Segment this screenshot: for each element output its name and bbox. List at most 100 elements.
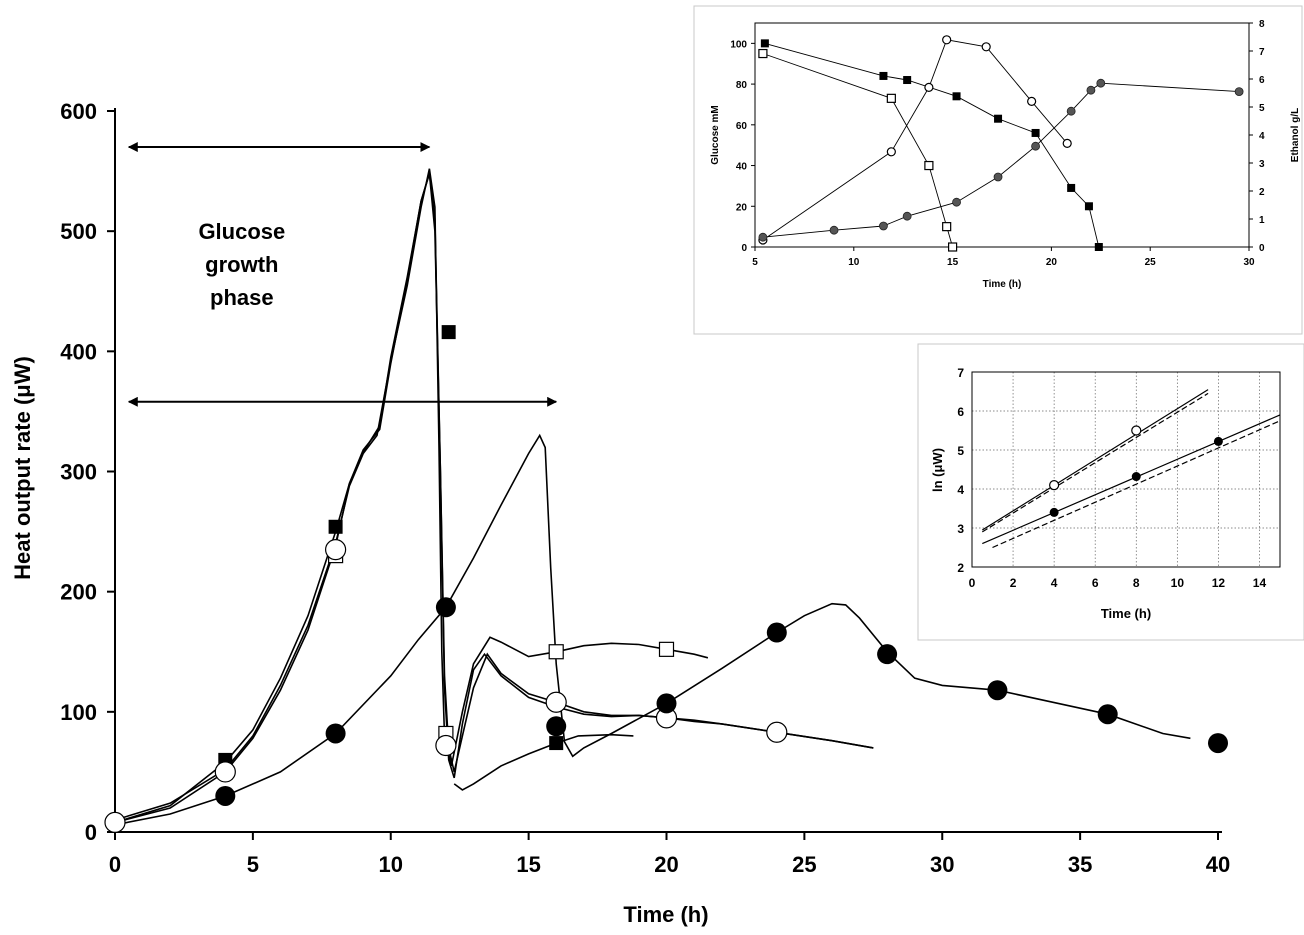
inset1-x-tick-label: 5 bbox=[752, 257, 758, 268]
main-data-point-open-circle bbox=[766, 721, 788, 743]
inset2-x-tick-label: 8 bbox=[1133, 576, 1140, 590]
inset1-data-point-filled-circle bbox=[829, 225, 839, 235]
inset1-data-point-filled-circle bbox=[993, 172, 1003, 182]
inset2-data-point-filled-circle bbox=[1131, 472, 1141, 482]
main-data-point-filled-circle bbox=[766, 622, 787, 643]
inset1-y-tick-label: 80 bbox=[736, 80, 748, 91]
main-data-point-filled-circle bbox=[215, 785, 236, 806]
inset1-y2-axis-label: Ethanol g/L bbox=[1290, 108, 1301, 162]
inset1-data-point-open-square bbox=[758, 48, 768, 59]
main-data-point-filled-circle bbox=[1097, 704, 1118, 725]
inset1-data-point-filled-circle bbox=[1066, 106, 1076, 116]
inset1-data-point-open-square bbox=[924, 160, 934, 171]
glucose-phase-annotation: growth bbox=[205, 252, 278, 277]
main-series-line bbox=[114, 168, 709, 821]
main-data-point-open-circle bbox=[104, 811, 126, 833]
inset1-y2-tick-label: 8 bbox=[1259, 19, 1265, 30]
main-x-tick-label: 10 bbox=[379, 852, 403, 877]
inset1-data-point-filled-square bbox=[1067, 183, 1076, 192]
inset1-data-point-filled-circle bbox=[1031, 141, 1040, 151]
main-x-tick-label: 35 bbox=[1068, 852, 1092, 877]
main-data-point-filled-square bbox=[328, 519, 343, 534]
inset1-data-point-open-circle bbox=[886, 147, 896, 157]
main-data-point-filled-circle bbox=[325, 723, 346, 744]
main-x-tick-label: 0 bbox=[109, 852, 121, 877]
main-data-point-filled-circle bbox=[656, 693, 677, 714]
glucose-phase-annotation: Glucose bbox=[198, 219, 285, 244]
inset1-y-tick-label: 0 bbox=[741, 243, 747, 254]
inset1-data-point-open-circle bbox=[942, 35, 952, 45]
main-y-tick-label: 600 bbox=[60, 99, 97, 124]
inset2-data-point-filled-circle bbox=[1049, 507, 1059, 517]
inset2-fit-line bbox=[982, 414, 1281, 545]
inset2-frame bbox=[917, 343, 1304, 641]
main-data-point-filled-circle bbox=[435, 597, 456, 618]
inset1-x-tick-label: 25 bbox=[1145, 257, 1157, 268]
inset2-y-tick-label: 5 bbox=[957, 444, 964, 458]
main-x-tick-label: 15 bbox=[516, 852, 540, 877]
main-data-point-open-circle bbox=[214, 761, 236, 783]
main-series-line bbox=[453, 733, 634, 791]
inset1-data-point-filled-circle bbox=[902, 211, 912, 221]
inset1-data-point-filled-circle bbox=[879, 221, 888, 231]
main-data-point-open-circle bbox=[545, 691, 567, 713]
inset1-data-point-open-circle bbox=[924, 82, 934, 93]
main-data-point-filled-circle bbox=[546, 716, 567, 737]
main-y-axis-label: Heat output rate (μW) bbox=[10, 356, 35, 580]
inset1-data-point-filled-square bbox=[952, 92, 961, 101]
inset1-y2-tick-label: 3 bbox=[1259, 159, 1265, 170]
main-series-line bbox=[114, 433, 1191, 826]
inset2-x-tick-label: 2 bbox=[1010, 576, 1017, 590]
inset2-y-axis-label: ln (μW) bbox=[930, 448, 945, 492]
main-y-tick-label: 0 bbox=[85, 820, 97, 845]
inset1-x-tick-label: 15 bbox=[947, 257, 959, 268]
inset1-data-point-filled-circle bbox=[1086, 85, 1096, 95]
inset1-data-point-filled-square bbox=[879, 71, 888, 80]
inset1-y2-tick-label: 2 bbox=[1259, 187, 1265, 198]
main-data-point-filled-circle bbox=[987, 680, 1008, 701]
inset2-fit-line bbox=[981, 389, 1209, 531]
main-data-point-open-square bbox=[658, 641, 675, 657]
main-y-tick-label: 500 bbox=[60, 219, 97, 244]
inset2-data-point-open-circle bbox=[1049, 480, 1060, 491]
inset1-y2-tick-label: 4 bbox=[1259, 131, 1265, 142]
main-y-tick-label: 200 bbox=[60, 580, 97, 605]
inset2-y-tick-label: 7 bbox=[957, 366, 964, 380]
inset1-data-point-filled-circle bbox=[758, 232, 768, 242]
main-x-tick-label: 40 bbox=[1206, 852, 1230, 877]
inset2-y-tick-label: 6 bbox=[957, 405, 964, 419]
inset1-data-point-filled-square bbox=[1031, 128, 1040, 137]
inset1-y2-tick-label: 0 bbox=[1259, 243, 1265, 254]
inset1-x-tick-label: 10 bbox=[848, 257, 860, 268]
inset1-data-point-filled-circle bbox=[1234, 87, 1244, 96]
main-data-point-open-circle bbox=[325, 539, 347, 561]
main-series-line bbox=[114, 173, 874, 824]
main-x-tick-label: 25 bbox=[792, 852, 816, 877]
inset2-x-tick-label: 14 bbox=[1253, 576, 1267, 590]
inset1-data-point-filled-circle bbox=[1096, 78, 1106, 88]
inset2-y-tick-label: 2 bbox=[957, 561, 964, 575]
main-y-tick-label: 300 bbox=[60, 460, 97, 485]
inset1-y2-tick-label: 6 bbox=[1259, 75, 1265, 86]
inset1-data-point-filled-square bbox=[760, 39, 769, 48]
inset1-x-tick-label: 20 bbox=[1046, 257, 1058, 268]
inset2-x-tick-label: 6 bbox=[1092, 576, 1099, 590]
inset1-data-point-filled-square bbox=[903, 76, 912, 85]
inset1-x-axis-label: Time (h) bbox=[983, 279, 1022, 290]
inset1-y2-tick-label: 7 bbox=[1259, 47, 1265, 58]
inset2-y-tick-label: 4 bbox=[957, 483, 964, 497]
inset1-data-point-filled-circle bbox=[952, 197, 961, 207]
main-data-point-filled-square bbox=[549, 736, 564, 751]
inset-glucose-ethanol-chart: 5 10 15 20 25 30 0 20 40 60 80 100 0 1 2 3 4 5 6 7 8 Time (h… bbox=[693, 5, 1303, 335]
inset2-data-point-open-circle bbox=[1131, 425, 1142, 436]
inset1-data-point-filled-square bbox=[994, 114, 1003, 123]
main-data-point-filled-circle bbox=[877, 644, 898, 665]
inset1-data-point-open-square bbox=[942, 222, 952, 232]
inset2-x-axis-label: Time (h) bbox=[1101, 606, 1151, 621]
main-x-tick-label: 5 bbox=[247, 852, 259, 877]
main-x-tick-label: 30 bbox=[930, 852, 954, 877]
inset2-y-tick-label: 3 bbox=[957, 522, 964, 536]
main-data-point-filled-circle bbox=[1208, 733, 1228, 754]
